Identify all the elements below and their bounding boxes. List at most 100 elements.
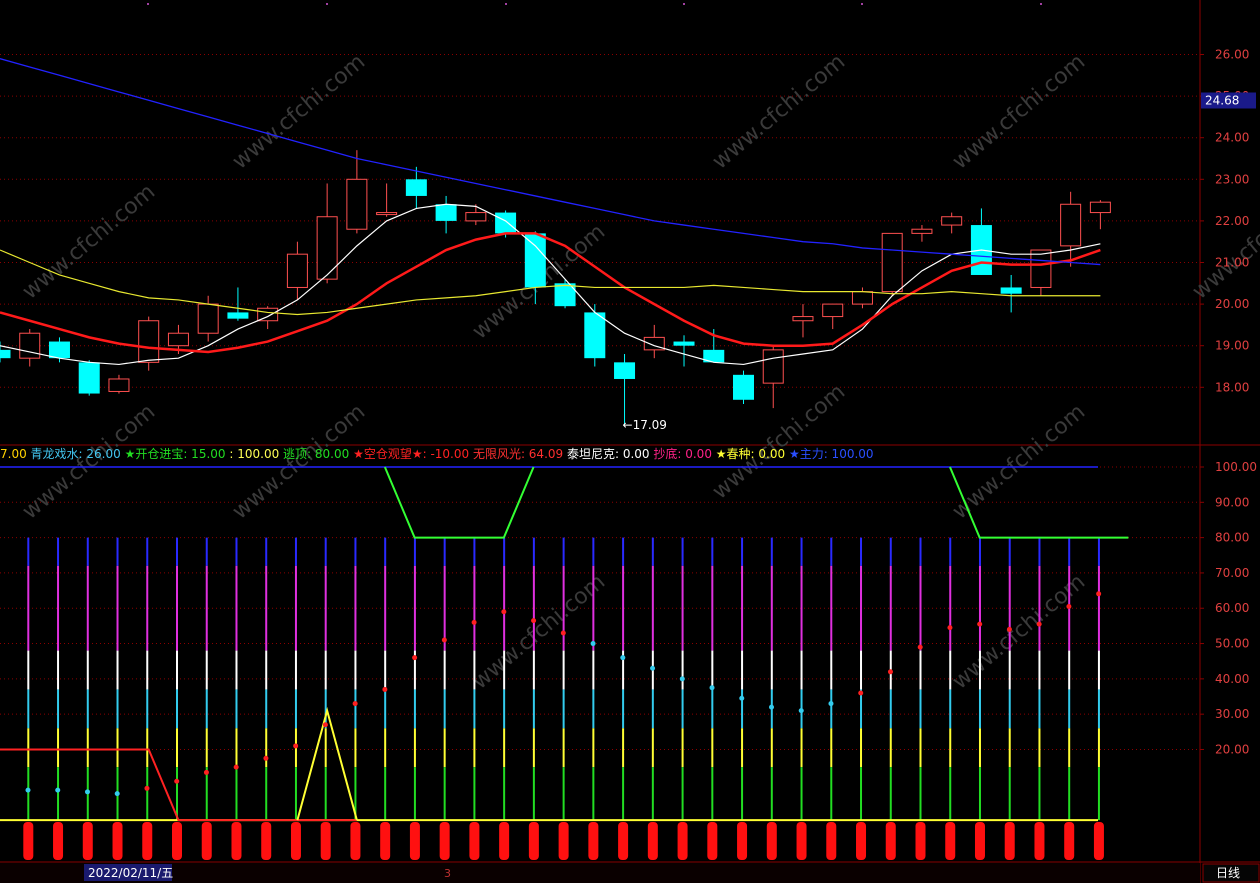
candle[interactable] (1000, 274, 1022, 313)
wuxian-dot (144, 785, 150, 791)
indicator-bar[interactable] (172, 537, 182, 860)
wuxian-dot (322, 722, 328, 728)
red-base-bar (1064, 822, 1075, 860)
indicator-bar[interactable] (588, 537, 599, 860)
candle[interactable] (733, 370, 754, 404)
candle[interactable] (1060, 191, 1082, 267)
indicator-bar[interactable] (53, 537, 64, 860)
wuxian-dot (858, 690, 864, 696)
indicator-bar[interactable] (677, 537, 688, 860)
indicator-bar[interactable] (945, 537, 956, 860)
price-tick-label: 26.00 (1215, 48, 1249, 62)
candle[interactable] (851, 287, 873, 309)
red-base-bar (142, 822, 153, 860)
indicator-bar[interactable] (23, 537, 34, 860)
spring-line (296, 706, 358, 821)
indicator-bar[interactable] (380, 537, 391, 860)
indicator-bar[interactable] (142, 537, 153, 860)
candle[interactable] (762, 345, 784, 409)
indicator-bar[interactable] (469, 537, 480, 860)
candle-body-up (941, 216, 963, 226)
candle-body-up (138, 320, 160, 363)
price-panel[interactable]: ←17.09 (0, 58, 1111, 432)
red-base-bar (826, 822, 837, 860)
candle[interactable] (941, 212, 963, 234)
indicator-bar[interactable] (439, 537, 450, 860)
candle[interactable] (822, 303, 844, 330)
candle[interactable] (584, 304, 606, 367)
candle[interactable] (316, 183, 338, 284)
red-base-bar (677, 822, 688, 860)
candle-body-down (48, 341, 70, 359)
red-base-bar (885, 822, 896, 860)
indicator-bar[interactable] (320, 537, 331, 860)
candle[interactable] (881, 232, 903, 296)
wuxian-dot (1006, 626, 1012, 632)
candle[interactable] (19, 329, 41, 367)
red-base-bar (320, 822, 331, 860)
candle[interactable] (227, 287, 249, 321)
indicator-bar[interactable] (885, 537, 896, 860)
indicator-bar[interactable] (350, 537, 361, 860)
indicator-bar[interactable] (528, 537, 539, 860)
candle[interactable] (673, 335, 695, 367)
candle-body-down (524, 233, 546, 288)
candle[interactable] (435, 195, 457, 234)
indicator-value-item: ★空仓观望★: -10.00 (349, 447, 469, 461)
wuxian-dot (471, 619, 477, 625)
candle[interactable] (167, 324, 189, 355)
candle-body-up (286, 253, 308, 288)
candle[interactable] (465, 204, 487, 226)
indicator-bar[interactable] (201, 537, 212, 860)
candle[interactable] (524, 231, 546, 305)
candle[interactable] (1089, 200, 1111, 230)
red-base-bar (945, 822, 956, 860)
candle[interactable] (108, 374, 130, 394)
wuxian-dot (382, 686, 388, 692)
indicator-bar[interactable] (1034, 537, 1045, 860)
indicator-bar[interactable] (796, 537, 807, 860)
indicator-bar[interactable] (647, 537, 658, 860)
candle[interactable] (792, 304, 814, 338)
indicator-bar[interactable] (290, 537, 301, 860)
candle[interactable] (911, 225, 933, 242)
indicator-bar[interactable] (856, 537, 867, 860)
red-base-bar (1034, 822, 1045, 860)
indicator-bar[interactable] (618, 537, 629, 860)
bottom-bar: 2022/02/11/五 3 日线 (0, 863, 1260, 883)
candle[interactable] (1030, 249, 1052, 296)
candle[interactable] (286, 241, 308, 300)
red-base-bar (201, 822, 212, 860)
wuxian-dot (1096, 591, 1102, 597)
indicator-bar[interactable] (826, 537, 837, 860)
candle[interactable] (78, 360, 100, 396)
indicator-bar[interactable] (1004, 537, 1015, 860)
candle[interactable] (376, 183, 398, 217)
indicator-bar[interactable] (499, 537, 510, 860)
price-tick-label: 23.00 (1215, 172, 1249, 186)
indicator-panel[interactable] (0, 466, 1129, 860)
indicator-bar[interactable] (558, 537, 569, 860)
candle[interactable] (0, 341, 11, 363)
candle[interactable] (554, 279, 576, 309)
indicator-bar[interactable] (915, 537, 926, 860)
period-label[interactable]: 日线 (1216, 866, 1240, 880)
indicator-bar[interactable] (974, 537, 985, 860)
candle[interactable] (614, 354, 636, 426)
indicator-bar[interactable] (707, 537, 718, 860)
wuxian-dot (1036, 621, 1042, 627)
indicator-bar[interactable] (1093, 537, 1104, 860)
candle[interactable] (346, 150, 368, 234)
red-base-bar (469, 822, 480, 860)
candle[interactable] (405, 166, 427, 209)
period-button[interactable] (1202, 863, 1260, 883)
indicator-bar[interactable] (766, 537, 777, 860)
indicator-bar[interactable] (737, 537, 748, 860)
candle[interactable] (138, 316, 160, 371)
candle-body-down (673, 341, 695, 346)
price-tick-label: 20.00 (1215, 297, 1249, 311)
indicator-bar[interactable] (231, 537, 242, 860)
indicator-value-item: ★主力: 100.00 (785, 447, 873, 461)
wuxian-dot (114, 791, 120, 797)
